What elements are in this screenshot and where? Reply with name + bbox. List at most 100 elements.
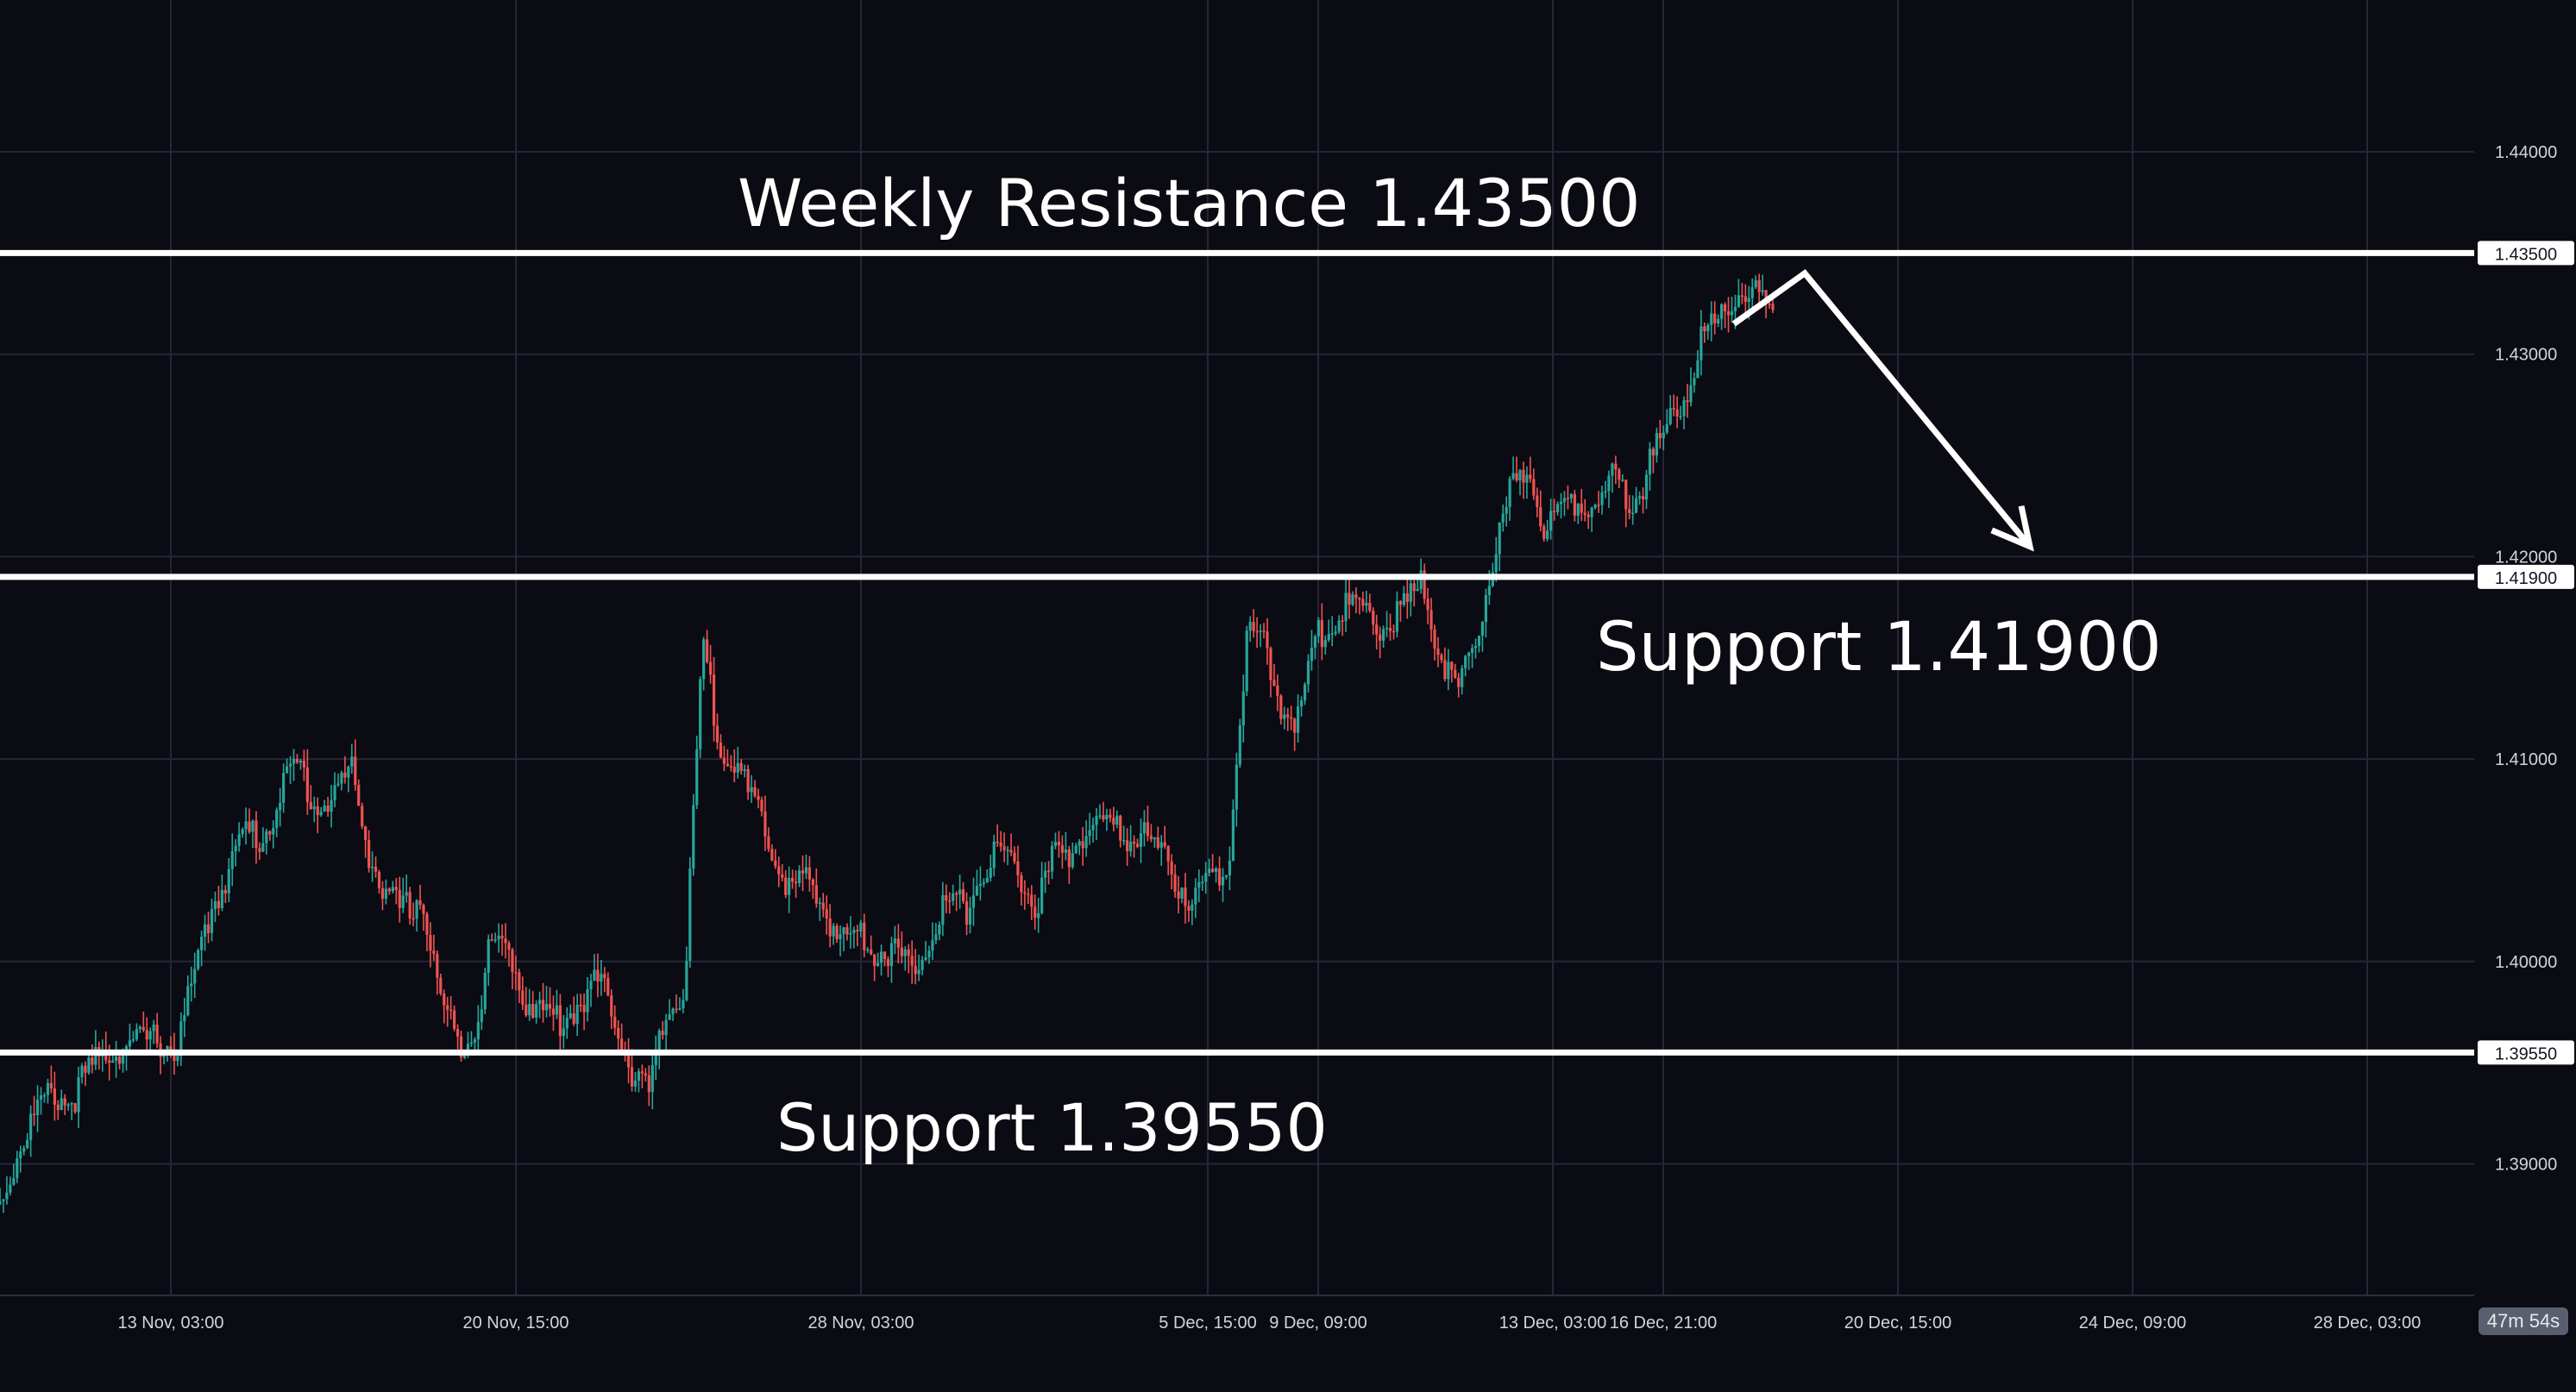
candle-body xyxy=(1426,599,1429,611)
candle-body xyxy=(449,1009,453,1012)
candle-body xyxy=(971,895,976,908)
candle-body xyxy=(425,913,429,935)
candle-body xyxy=(825,909,828,919)
candle-body xyxy=(1044,870,1047,878)
candle-body xyxy=(326,806,330,812)
candle-body xyxy=(405,892,408,896)
candle-body xyxy=(883,951,887,960)
candle-body xyxy=(145,1030,148,1040)
candle-body xyxy=(811,879,814,886)
candle-body xyxy=(551,1008,556,1015)
candle-body xyxy=(845,927,849,935)
candle-body xyxy=(490,939,493,941)
candle-body xyxy=(176,1056,179,1062)
candle-body xyxy=(1655,433,1658,456)
support-low-annotation: Support 1.39550 xyxy=(776,1089,1328,1166)
candle-body xyxy=(1163,842,1166,846)
candle-body xyxy=(1132,841,1136,844)
y-tick-label: 1.43000 xyxy=(2495,346,2557,365)
candle-body xyxy=(152,1025,155,1031)
level-price-label: 1.39550 xyxy=(2495,1044,2557,1063)
candle-body xyxy=(1221,876,1225,886)
candle-body xyxy=(989,868,992,878)
candle-body xyxy=(794,881,798,884)
candle-body xyxy=(818,902,821,905)
candle-body xyxy=(1631,512,1635,515)
candle-body xyxy=(282,773,286,803)
price-axis[interactable]: 1.39000 1.40000 1.41000 1.42000 1.43000 1.440… xyxy=(2495,143,2557,1174)
candle-body xyxy=(538,1000,542,1005)
candle-body xyxy=(1651,448,1656,456)
candle-body xyxy=(251,820,254,832)
candle-body xyxy=(217,900,221,908)
candle-body xyxy=(1515,473,1518,481)
candle-body xyxy=(19,1151,22,1159)
candle-body xyxy=(1644,474,1649,500)
candle-body xyxy=(821,902,825,910)
candle-body xyxy=(292,758,296,764)
candle-body xyxy=(1552,511,1556,512)
candle-body xyxy=(443,994,446,1006)
level-lines xyxy=(0,249,2474,1056)
candle-body xyxy=(248,821,251,832)
time-axis[interactable]: 13 Nov, 03:00 20 Nov, 15:00 28 Nov, 03:00 5… xyxy=(117,1314,2421,1332)
candle-body xyxy=(1621,480,1624,481)
candle-body xyxy=(1037,912,1040,919)
candle-body xyxy=(173,1050,176,1062)
candle-body xyxy=(56,1104,60,1111)
candle-body xyxy=(934,934,938,941)
candle-body xyxy=(1283,714,1286,719)
candle-body xyxy=(1700,326,1703,361)
candle-body xyxy=(708,662,713,675)
candle-body xyxy=(1593,505,1597,508)
candle-body xyxy=(1443,660,1447,680)
candlesticks xyxy=(0,273,1775,1213)
candle-body xyxy=(682,1000,685,1009)
x-tick-label: 13 Dec, 03:00 xyxy=(1499,1314,1607,1332)
candle-body xyxy=(361,806,364,827)
candle-body xyxy=(866,949,870,951)
candle-body xyxy=(992,841,996,868)
candle-body xyxy=(1686,400,1689,403)
projection-path[interactable] xyxy=(1731,269,2033,549)
candle-body xyxy=(1214,868,1218,872)
candle-body xyxy=(1464,655,1467,668)
candle-body xyxy=(1447,662,1450,680)
candle-body xyxy=(1392,630,1396,633)
candle-body xyxy=(234,845,237,851)
candle-body xyxy=(453,1010,456,1030)
candle-body xyxy=(1231,809,1235,861)
candle-body xyxy=(35,1099,40,1115)
candle-body xyxy=(272,827,275,835)
candle-body xyxy=(1525,474,1529,483)
candle-body xyxy=(873,954,876,966)
candle-body xyxy=(603,974,606,979)
candle-body xyxy=(774,860,777,867)
candle-body xyxy=(1102,815,1105,820)
candle-body xyxy=(1293,718,1297,733)
candle-body xyxy=(630,1067,634,1087)
candle-body xyxy=(265,831,268,843)
candle-body xyxy=(569,1013,572,1019)
candle-body xyxy=(770,849,774,861)
candle-body xyxy=(927,950,931,957)
candle-body xyxy=(1201,881,1204,883)
candle-body xyxy=(863,922,866,950)
candle-body xyxy=(1395,601,1399,632)
level-price-tag xyxy=(2478,564,2574,589)
candle-body xyxy=(1060,845,1065,853)
candle-body xyxy=(1262,630,1266,632)
candle-body xyxy=(1611,463,1614,476)
candle-body xyxy=(1440,655,1443,661)
candle-body xyxy=(1720,304,1724,319)
candle-body xyxy=(1191,904,1194,911)
candle-body xyxy=(117,1057,122,1064)
candle-body xyxy=(1480,622,1485,636)
candle-body xyxy=(131,1039,135,1041)
candle-body xyxy=(241,829,244,835)
candle-body xyxy=(148,1031,152,1040)
candle-body xyxy=(394,887,398,890)
candle-body xyxy=(706,639,709,662)
